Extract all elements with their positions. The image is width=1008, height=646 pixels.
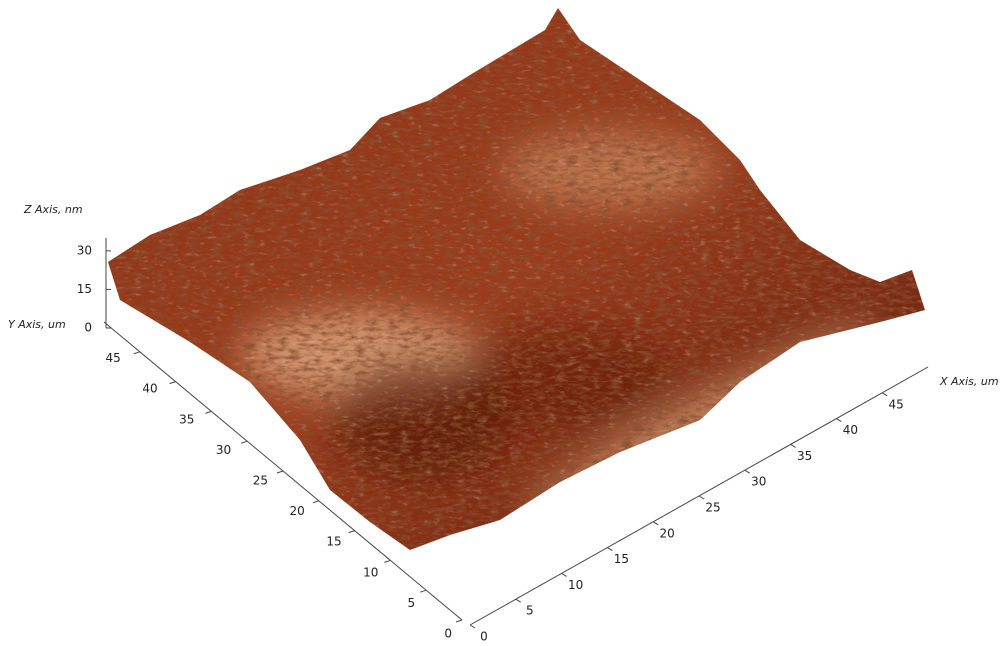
x-tick [882,393,887,396]
x-tick-label: 10 [568,578,583,592]
x-tick [470,625,475,628]
x-tick [653,522,658,525]
x-tick [516,599,521,602]
y-tick-label: 15 [326,535,341,549]
x-tick [562,573,567,576]
x-tick [699,496,704,499]
x-tick-label: 45 [889,397,904,411]
y-tick-label: 25 [253,474,268,488]
z-axis-label: Z Axis, nm [23,203,83,216]
z-tick-label: 15 [77,282,92,296]
z-tick-label: 30 [77,243,92,257]
x-tick-label: 25 [705,501,720,515]
x-tick-label: 30 [751,475,766,489]
y-tick [205,411,211,413]
x-tick [745,470,750,473]
y-tick [349,531,355,533]
x-tick [791,444,796,447]
y-tick-label: 35 [179,412,194,426]
y-tick [456,620,462,622]
x-tick-label: 20 [660,526,675,540]
x-tick [836,419,841,422]
x-axis-label: X Axis, um [939,375,999,388]
x-tick [607,548,612,551]
y-axis-label: Y Axis, um [8,318,66,331]
y-tick [277,471,283,473]
chart: Z Axis, nm Y Axis, um X Axis, um 0 5 10 15 2… [0,0,1008,646]
x-tick-label: 5 [526,604,534,618]
y-tick-label: 5 [408,596,416,610]
y-tick-label: 45 [106,351,121,365]
x-tick-label: 0 [480,630,488,644]
y-tick [384,560,390,562]
y-tick [313,501,319,503]
z-tick-label: 0 [84,321,92,335]
surface [100,0,930,560]
y-tick-label: 10 [363,565,378,579]
y-tick-label: 0 [444,627,452,641]
x-tick-label: 40 [843,423,858,437]
y-tick [134,352,140,354]
y-tick [420,590,426,592]
y-tick-label: 20 [290,504,305,518]
y-tick-label: 40 [142,382,157,396]
y-tick-label: 30 [216,443,231,457]
y-tick [241,441,247,443]
y-tick [170,382,176,384]
x-tick-label: 15 [614,552,629,566]
x-tick-label: 35 [797,449,812,463]
